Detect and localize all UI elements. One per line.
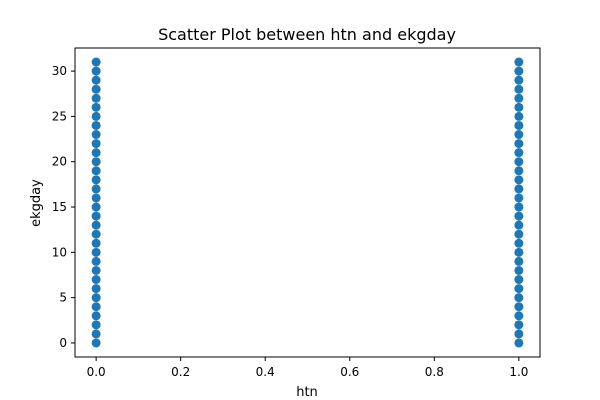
y-tick-label: 0	[59, 336, 67, 350]
data-point	[91, 184, 101, 194]
data-point	[514, 193, 524, 203]
data-point	[91, 75, 101, 85]
data-point	[91, 293, 101, 303]
data-points	[91, 57, 524, 348]
data-point	[514, 166, 524, 176]
x-tick-label: 0.8	[425, 365, 444, 379]
data-point	[514, 275, 524, 285]
data-point	[91, 130, 101, 140]
data-point	[514, 75, 524, 85]
data-point	[91, 311, 101, 321]
y-tick-label: 10	[52, 245, 67, 259]
data-point	[91, 247, 101, 257]
y-tick-label: 25	[52, 109, 67, 123]
data-point	[514, 338, 524, 348]
data-point	[91, 220, 101, 230]
plot-area-frame	[74, 47, 541, 358]
y-tick-label: 5	[59, 291, 67, 305]
x-tick-label: 0.6	[340, 365, 359, 379]
data-point	[514, 293, 524, 303]
data-point	[514, 238, 524, 248]
x-tick-label: 1.0	[509, 365, 528, 379]
chart-title: Scatter Plot between htn and ekgday	[158, 25, 456, 44]
x-tick-label: 0.0	[87, 365, 106, 379]
data-point	[514, 329, 524, 339]
data-point	[514, 57, 524, 67]
x-tick-label: 0.4	[256, 365, 275, 379]
data-point	[91, 175, 101, 185]
data-point	[91, 284, 101, 294]
data-point	[514, 66, 524, 76]
data-point	[514, 84, 524, 94]
data-point	[91, 302, 101, 312]
data-point	[91, 93, 101, 103]
x-tick-label: 0.2	[171, 365, 190, 379]
data-point	[91, 57, 101, 67]
data-point	[91, 265, 101, 275]
data-point	[514, 311, 524, 321]
y-axis-ticks: 0 5 10 15 20 25 30	[52, 64, 75, 350]
data-point	[91, 148, 101, 158]
data-point	[91, 193, 101, 203]
data-point	[91, 120, 101, 130]
data-point	[514, 247, 524, 257]
data-point	[91, 329, 101, 339]
y-axis-label: ekgday	[29, 179, 44, 227]
data-point	[514, 256, 524, 266]
data-point	[514, 202, 524, 212]
data-point	[514, 139, 524, 149]
data-point	[91, 157, 101, 167]
data-point	[514, 120, 524, 130]
data-point	[91, 238, 101, 248]
data-point	[91, 139, 101, 149]
data-point	[91, 211, 101, 221]
y-tick-label: 30	[52, 64, 67, 78]
x-axis-label: htn	[296, 385, 318, 400]
data-point	[91, 338, 101, 348]
data-point	[514, 111, 524, 121]
data-point	[514, 102, 524, 112]
data-point	[514, 320, 524, 330]
data-point	[91, 66, 101, 76]
data-point	[514, 265, 524, 275]
data-point	[91, 275, 101, 285]
y-tick-label: 20	[52, 155, 67, 169]
data-point	[91, 111, 101, 121]
data-point	[514, 157, 524, 167]
data-point	[91, 229, 101, 239]
data-point	[91, 166, 101, 176]
data-point	[514, 93, 524, 103]
data-point	[514, 220, 524, 230]
data-point	[514, 130, 524, 140]
data-point	[91, 256, 101, 266]
data-point	[91, 202, 101, 212]
data-point	[91, 84, 101, 94]
data-point	[514, 211, 524, 221]
data-point	[514, 229, 524, 239]
data-point	[91, 320, 101, 330]
data-point	[91, 102, 101, 112]
x-axis-ticks: 0.0 0.2 0.4 0.6 0.8 1.0	[87, 357, 528, 379]
data-point	[514, 148, 524, 158]
data-point	[514, 184, 524, 194]
data-point	[514, 284, 524, 294]
data-point	[514, 175, 524, 185]
data-point	[514, 302, 524, 312]
y-tick-label: 15	[52, 200, 67, 214]
